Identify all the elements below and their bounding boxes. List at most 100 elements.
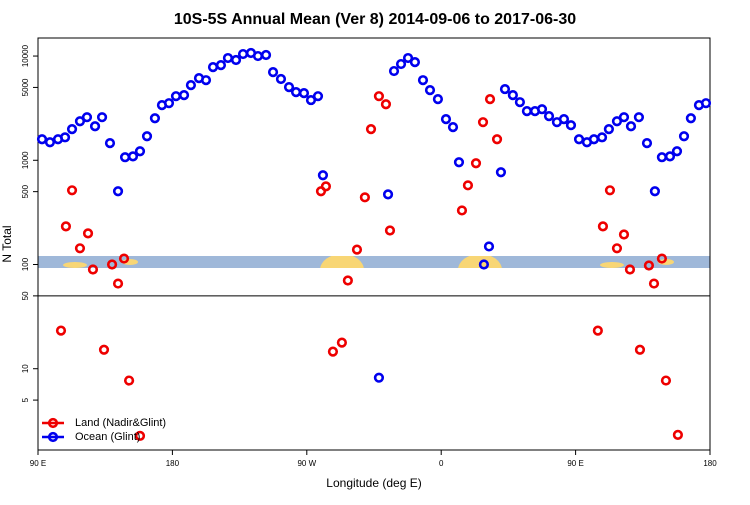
point [611, 243, 623, 254]
map-strip [38, 256, 710, 268]
point [119, 152, 131, 163]
land-shape [63, 262, 87, 268]
x-tick-label: 90 E [567, 459, 583, 468]
point [312, 91, 324, 102]
point [44, 137, 56, 148]
x-tick-label: 90 W [297, 459, 316, 468]
point [290, 86, 302, 98]
point [604, 185, 616, 196]
point [82, 228, 94, 239]
point [671, 146, 683, 157]
point [373, 372, 385, 383]
y-tick-label: 100 [21, 257, 30, 271]
point [36, 134, 48, 145]
point [597, 221, 609, 232]
point [521, 106, 533, 117]
point [618, 112, 630, 123]
point [558, 114, 570, 125]
point [656, 152, 668, 163]
point [536, 104, 548, 115]
point [409, 56, 421, 68]
point [365, 124, 377, 135]
point [596, 132, 608, 143]
point [484, 94, 496, 105]
point [222, 52, 234, 64]
point [134, 146, 146, 157]
chart-title: 10S-5S Annual Mean (Ver 8) 2014-09-06 to… [174, 11, 576, 28]
point [359, 192, 370, 203]
x-tick-label: 90 E [30, 459, 46, 468]
point [470, 158, 482, 169]
point [380, 99, 392, 110]
point [106, 259, 118, 270]
point [672, 429, 683, 440]
point [237, 48, 249, 60]
point [634, 344, 646, 355]
point [588, 134, 600, 145]
point [478, 259, 490, 270]
point [499, 83, 511, 95]
point [373, 91, 385, 102]
land-shape [600, 262, 624, 268]
point [477, 117, 489, 128]
point [625, 121, 637, 132]
point [112, 186, 124, 197]
ocean-strip [38, 256, 710, 268]
point [462, 180, 474, 191]
legend-label: Land (Nadir&Glint) [75, 417, 166, 429]
point [200, 75, 212, 86]
point [134, 430, 146, 441]
point [112, 278, 124, 289]
point [327, 346, 339, 357]
point [514, 97, 525, 108]
point [283, 82, 295, 93]
y-tick-label: 10000 [21, 44, 30, 67]
point [624, 264, 636, 275]
y-tick-label: 50 [21, 291, 30, 300]
point [163, 98, 175, 109]
legend-label: Ocean (Glint) [75, 431, 140, 443]
point [170, 91, 182, 102]
point [592, 325, 603, 336]
point [74, 116, 86, 127]
x-tick-label: 180 [166, 459, 180, 468]
point [491, 134, 503, 145]
point [104, 138, 116, 149]
point [483, 241, 495, 252]
point [141, 131, 153, 142]
point [603, 124, 615, 135]
point [543, 111, 555, 122]
x-tick-label: 180 [703, 459, 717, 468]
point [660, 375, 672, 386]
point [648, 278, 660, 289]
y-tick-label: 5 [21, 397, 30, 402]
point [495, 167, 507, 178]
point [66, 124, 78, 135]
point [388, 65, 400, 77]
point [633, 112, 645, 123]
point [351, 244, 363, 255]
point [320, 181, 332, 192]
x-axis-label: Longitude (deg E) [326, 476, 421, 490]
point [664, 151, 676, 162]
point [118, 253, 130, 264]
point [342, 275, 353, 286]
point [384, 225, 396, 236]
point [185, 80, 197, 91]
point [59, 132, 71, 143]
point [149, 113, 161, 124]
point [178, 90, 190, 101]
point [417, 75, 429, 86]
point [565, 120, 577, 131]
plot-frame [37, 37, 711, 451]
point [74, 243, 86, 254]
point [96, 112, 108, 123]
point [267, 67, 279, 78]
point [127, 151, 139, 162]
point [453, 157, 465, 168]
point [81, 112, 93, 123]
point [89, 121, 101, 132]
land-shape [458, 256, 502, 268]
point [336, 337, 347, 348]
